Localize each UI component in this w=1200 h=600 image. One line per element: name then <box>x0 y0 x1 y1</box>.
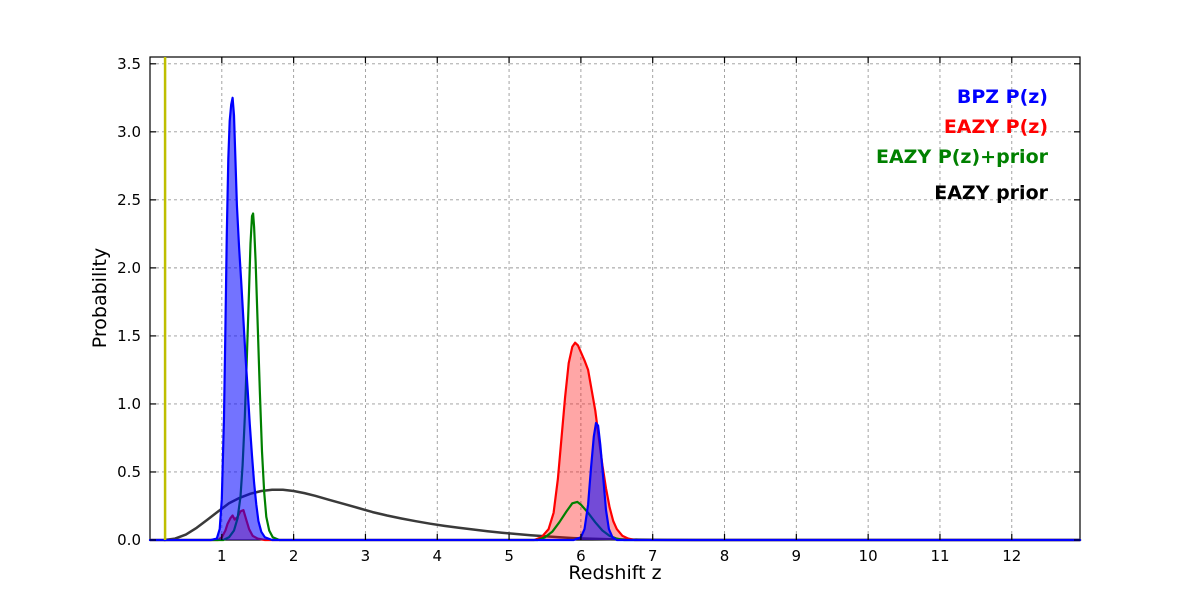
x-tick-label: 3 <box>361 547 371 565</box>
axis-ticks <box>150 57 1080 541</box>
x-tick-label: 12 <box>1002 547 1021 565</box>
legend-item-eazy-pz-prior: EAZY P(z)+prior <box>875 146 1048 168</box>
series-line-eazy-pz <box>148 341 1082 542</box>
y-tick-label: 1.5 <box>117 327 141 345</box>
x-tick-label: 9 <box>792 547 802 565</box>
x-tick-label: 1 <box>217 547 227 565</box>
series-fill-eazy-pz <box>150 342 1080 540</box>
y-tick-label: 0.0 <box>117 531 141 549</box>
x-tick-label: 10 <box>859 547 878 565</box>
legend-item-eazy-prior: EAZY prior <box>934 182 1048 204</box>
x-tick-label: 7 <box>648 547 658 565</box>
series-fill-bpz-pz <box>150 97 1080 541</box>
gridlines <box>150 57 1080 540</box>
tick-labels: 1 2 3 4 5 6 7 8 9 10 11 120.00.51.01.52.02.53.03.5 <box>117 55 1021 565</box>
x-tick-label: 2 <box>289 547 299 565</box>
legend-item-eazy-pz: EAZY P(z) <box>943 116 1048 138</box>
x-tick-label: 11 <box>930 547 949 565</box>
y-tick-label: 1.0 <box>117 395 141 413</box>
x-tick-label: 6 <box>576 547 586 565</box>
x-tick-label: 4 <box>433 547 443 565</box>
legend: BPZ P(z) EAZY P(z) EAZY P(z)+prior EAZY … <box>876 82 1048 208</box>
y-tick-label: 3.0 <box>117 123 141 141</box>
x-tick-label: 5 <box>504 547 514 565</box>
y-tick-label: 2.0 <box>117 259 141 277</box>
series-line-bpz-pz <box>148 96 1082 542</box>
y-tick-label: 0.5 <box>117 463 141 481</box>
x-axis-label: Redshift z <box>568 562 662 584</box>
y-tick-label: 3.5 <box>117 55 141 73</box>
y-tick-label: 2.5 <box>117 191 141 209</box>
legend-item-bpz-pz: BPZ P(z) <box>956 86 1048 108</box>
series-line-eazy-prior <box>163 488 1082 542</box>
x-tick-label: 8 <box>720 547 730 565</box>
y-axis-label: Probability <box>89 247 111 349</box>
